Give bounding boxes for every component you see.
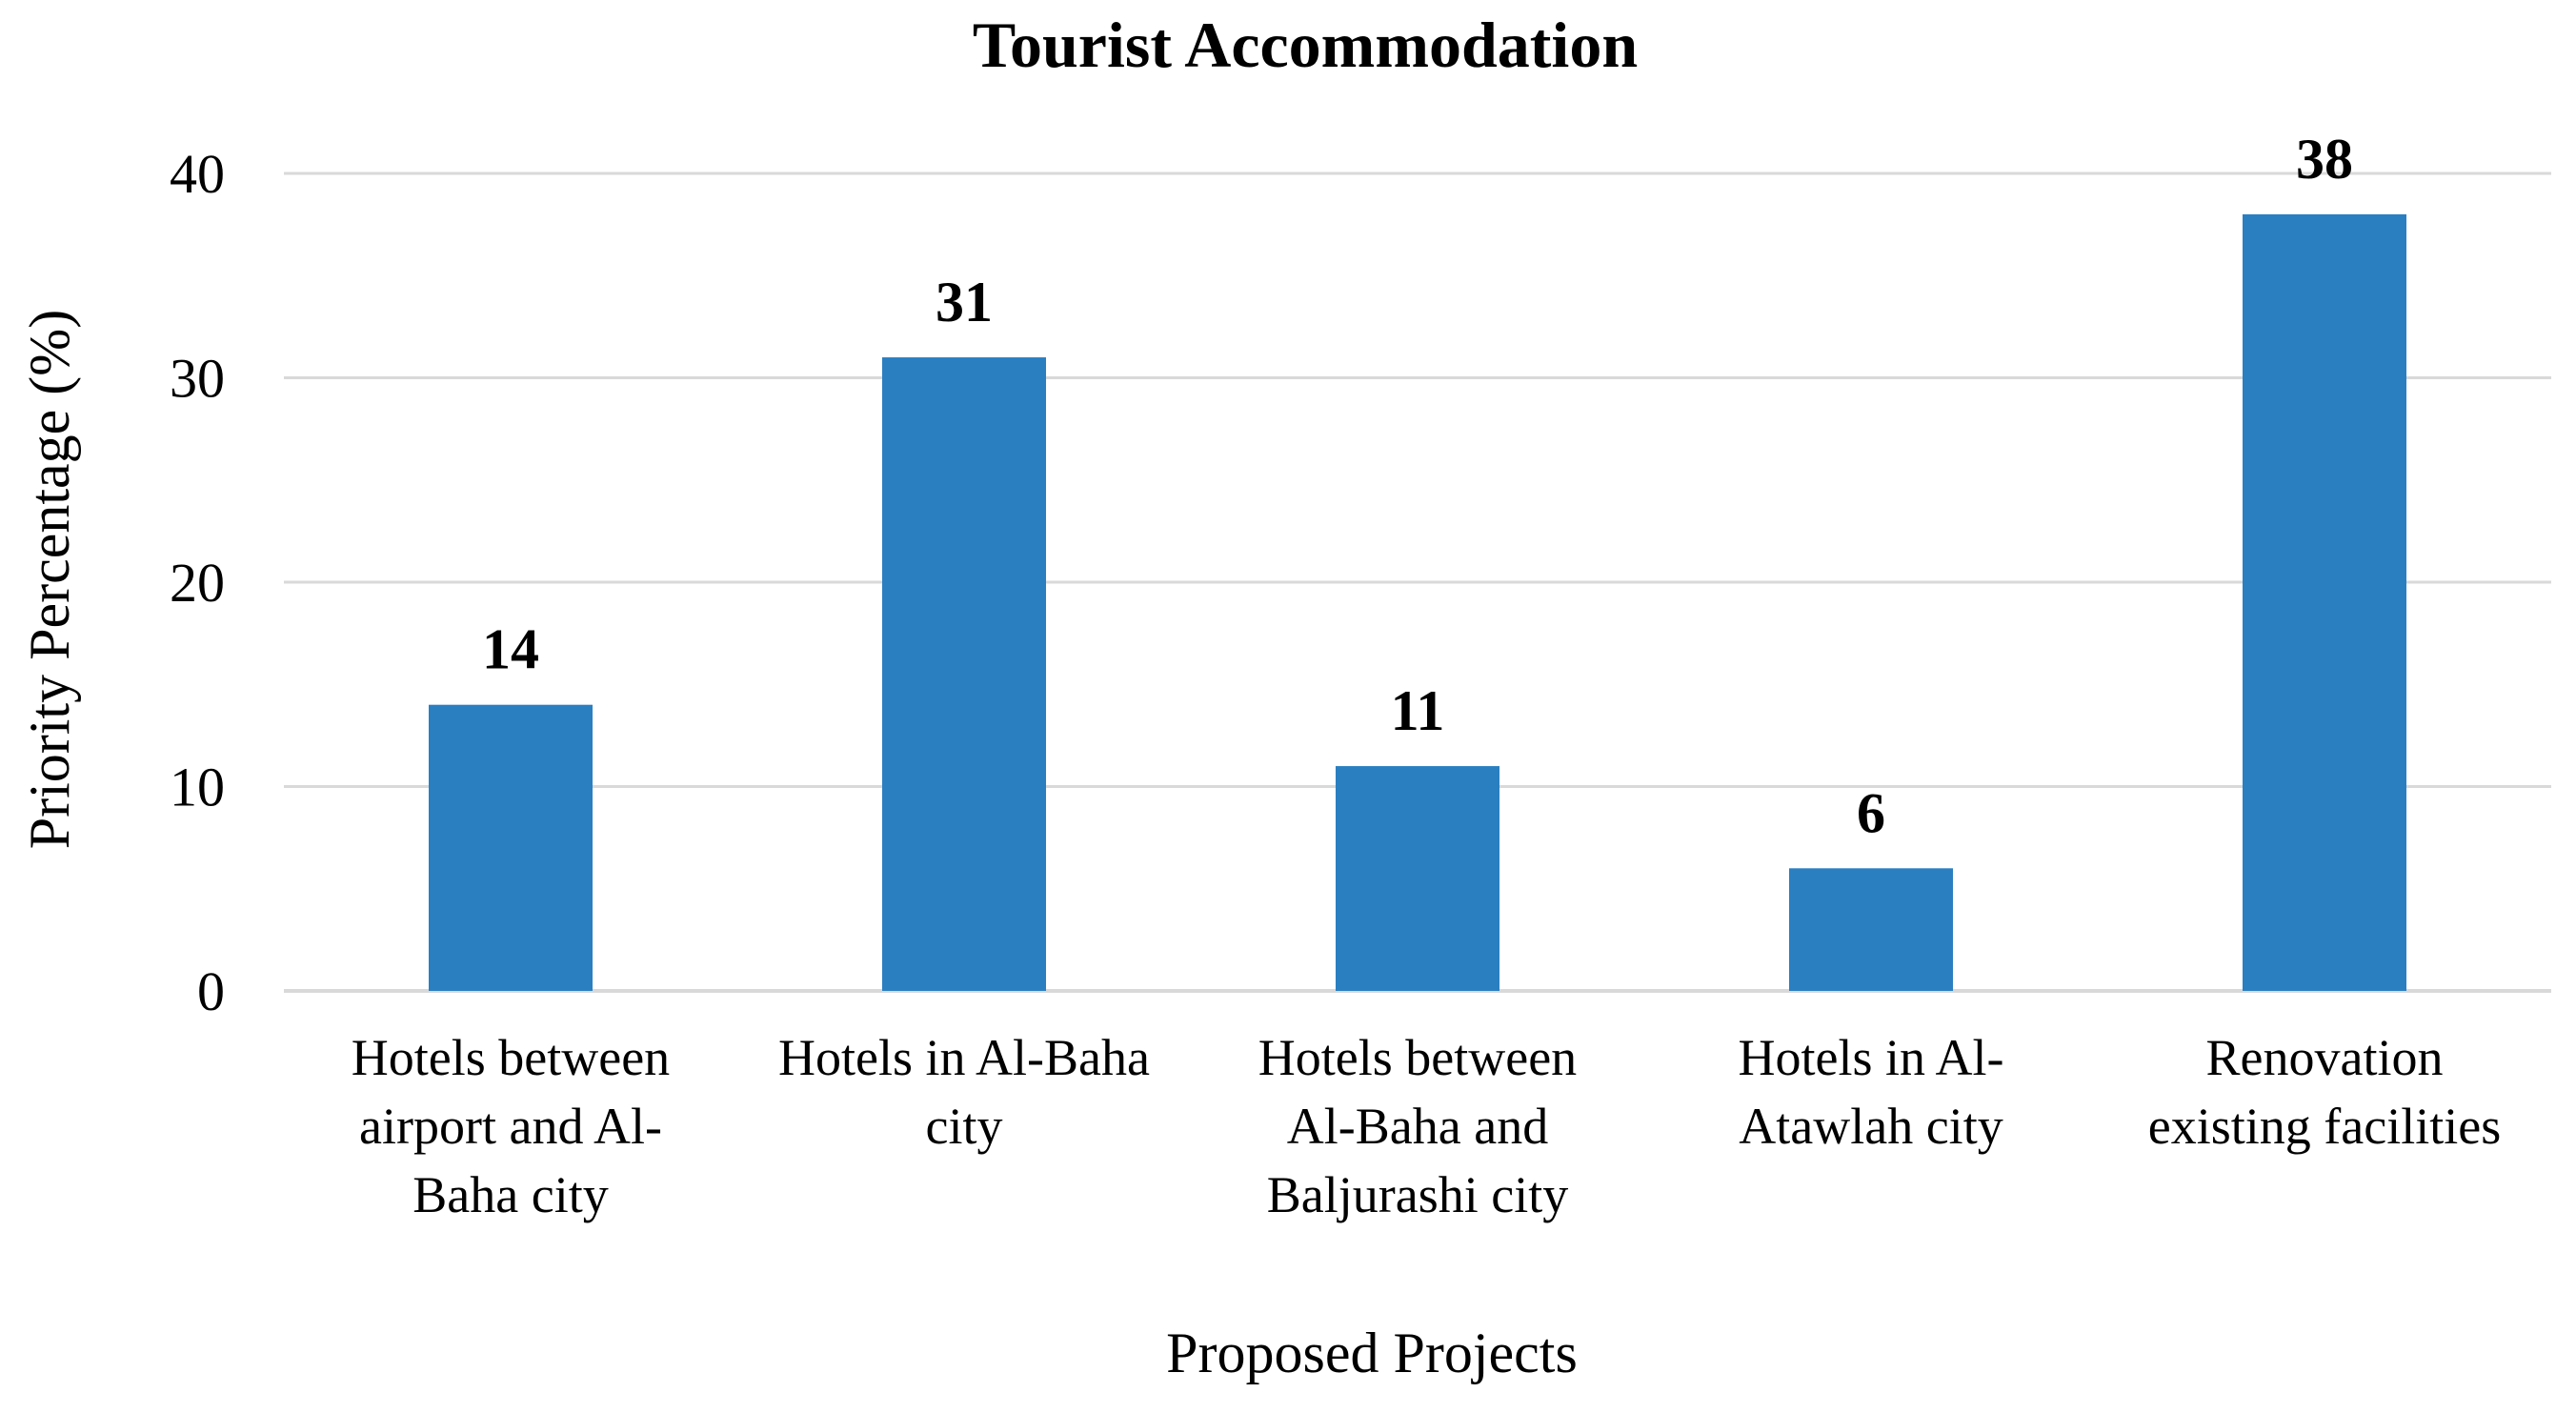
bar-value-label: 38 — [2296, 128, 2353, 191]
y-tick-label: 20 — [170, 552, 225, 614]
y-tick-label: 30 — [170, 348, 225, 410]
bar-value-label: 31 — [936, 271, 993, 333]
chart-title: Tourist Accommodation — [973, 9, 1638, 81]
y-axis-ticks: 0 10 20 30 40 — [170, 143, 225, 1022]
x-category-label: Atawlah city — [1739, 1098, 2002, 1155]
x-axis-categories: Hotels between airport and Al- Baha city Ho… — [352, 1029, 2501, 1223]
x-category-label: existing facilities — [2148, 1098, 2501, 1155]
x-category-label: Hotels in Al-Baha — [778, 1029, 1150, 1086]
x-category-label: Baha city — [413, 1166, 608, 1223]
bar — [1789, 868, 1953, 991]
y-tick-label: 10 — [170, 757, 225, 818]
x-category-label: Renovation — [2206, 1029, 2444, 1086]
y-tick-label: 0 — [197, 960, 225, 1022]
y-tick-label: 40 — [170, 143, 225, 205]
x-category-label: Hotels in Al- — [1739, 1029, 2004, 1086]
y-axis-label: Priority Percentage (%) — [18, 310, 81, 849]
data-labels: 14 31 11 6 38 — [482, 128, 2353, 844]
bar — [2243, 213, 2406, 991]
x-category-label: city — [926, 1098, 1003, 1155]
bar-value-label: 11 — [1391, 679, 1445, 742]
x-axis-label: Proposed Projects — [1166, 1322, 1578, 1384]
x-category-label: Al-Baha and — [1287, 1098, 1548, 1155]
x-category-label: Hotels between — [1258, 1029, 1577, 1086]
x-category-label: airport and Al- — [359, 1098, 662, 1155]
x-category-label: Hotels between — [352, 1029, 670, 1086]
bar-value-label: 6 — [1857, 781, 1885, 844]
bar — [1336, 766, 1499, 991]
bar — [429, 704, 593, 991]
bar — [882, 357, 1046, 991]
bar-value-label: 14 — [482, 618, 539, 681]
bars — [429, 213, 2406, 991]
x-category-label: Baljurashi city — [1267, 1166, 1568, 1223]
